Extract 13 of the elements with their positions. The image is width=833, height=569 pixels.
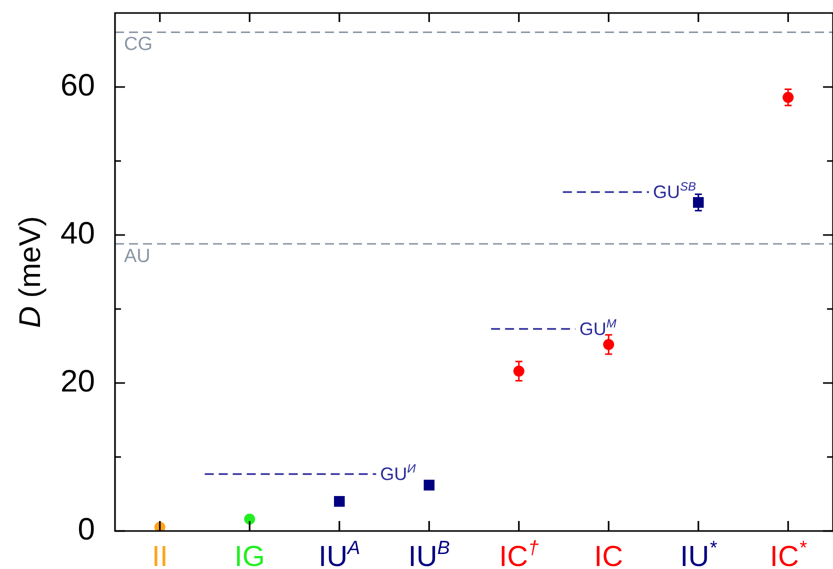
y-tick-label: 60 <box>60 68 95 103</box>
x-tick-label: IC <box>594 541 624 569</box>
ref-line-label: CG <box>124 34 152 56</box>
x-tick-label: IG <box>234 541 265 569</box>
ref-line-label: AU <box>124 246 150 267</box>
x-tick-label: IU* <box>680 538 718 569</box>
x-tick-label: IC* <box>770 538 807 569</box>
y-tick-label: 0 <box>78 512 95 547</box>
x-tick-label: II <box>152 541 168 569</box>
y-tick-label: 20 <box>60 364 95 399</box>
y-axis-title: D (meV) <box>14 216 47 328</box>
x-tick-label: IC† <box>499 538 540 569</box>
y-tick-label: 40 <box>60 216 95 251</box>
